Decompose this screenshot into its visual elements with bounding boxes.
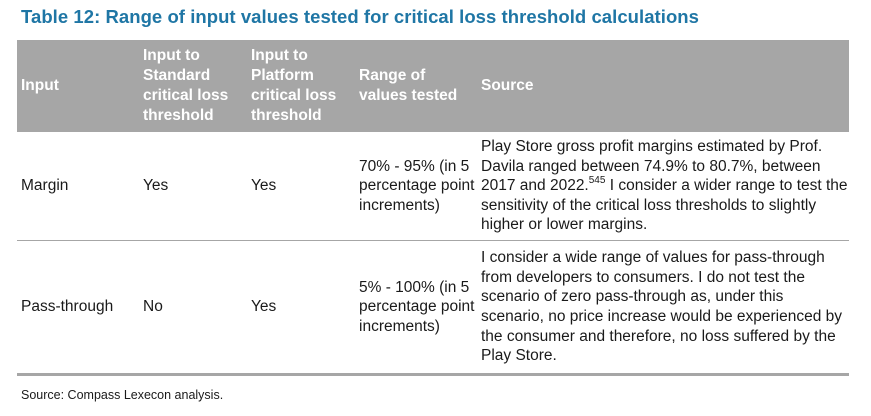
header-platform-threshold: Input to Platform critical loss threshol…	[247, 40, 355, 132]
table-header-row: Input Input to Standard critical loss th…	[17, 40, 849, 132]
source-note: Source: Compass Lexecon analysis.	[21, 388, 224, 402]
cell-platform: Yes	[247, 132, 355, 241]
cell-input: Pass-through	[17, 240, 139, 376]
cell-platform: Yes	[247, 240, 355, 376]
source-text: Play Store gross profit margins estimate…	[481, 138, 823, 195]
cell-input: Margin	[17, 132, 139, 241]
source-text-continued: I consider a wider range to test the sen…	[481, 177, 848, 234]
cell-source: Play Store gross profit margins estimate…	[477, 132, 849, 241]
header-standard-threshold: Input to Standard critical loss threshol…	[139, 40, 247, 132]
header-source: Source	[477, 40, 849, 132]
table-row: Margin Yes Yes 70% - 95% (in 5 percentag…	[17, 132, 849, 241]
input-values-table: Input Input to Standard critical loss th…	[17, 40, 849, 376]
cell-standard: No	[139, 240, 247, 376]
footnote-ref[interactable]: 545	[588, 175, 606, 187]
cell-range: 5% - 100% (in 5 percentage point increme…	[355, 240, 477, 376]
header-range-tested: Range of values tested	[355, 40, 477, 132]
header-input: Input	[17, 40, 139, 132]
cell-standard: Yes	[139, 132, 247, 241]
cell-source: I consider a wide range of values for pa…	[477, 240, 849, 376]
table-row: Pass-through No Yes 5% - 100% (in 5 perc…	[17, 240, 849, 376]
cell-range: 70% - 95% (in 5 percentage point increme…	[355, 132, 477, 241]
table-title: Table 12: Range of input values tested f…	[21, 6, 699, 27]
